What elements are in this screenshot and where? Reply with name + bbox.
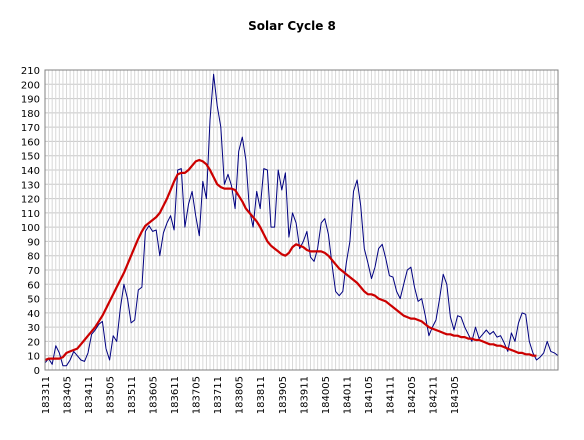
y-tick-label: 100 <box>21 223 40 234</box>
y-tick-label: 40 <box>27 309 40 320</box>
y-tick-label: 140 <box>21 166 40 177</box>
y-tick-label: 130 <box>21 180 40 191</box>
y-tick-label: 60 <box>27 280 40 291</box>
x-tick-label: 183511 <box>127 376 138 414</box>
y-tick-label: 30 <box>27 323 40 334</box>
y-tick-label: 90 <box>27 237 40 248</box>
y-tick-label: 200 <box>21 80 40 91</box>
y-tick-label: 0 <box>34 366 40 377</box>
x-tick-label: 184011 <box>342 376 353 414</box>
y-tick-label: 110 <box>21 209 40 220</box>
y-tick-label: 70 <box>27 266 40 277</box>
y-tick-label: 20 <box>27 337 40 348</box>
y-tick-label: 170 <box>21 123 40 134</box>
series-lines <box>44 73 559 367</box>
x-tick-label: 183405 <box>63 376 74 414</box>
x-tick-label: 183411 <box>84 376 95 414</box>
x-tick-label: 183705 <box>192 376 203 414</box>
x-tick-label: 184105 <box>364 376 375 414</box>
chart-title: Solar Cycle 8 <box>248 19 336 33</box>
x-tick-label: 184005 <box>321 376 332 414</box>
y-axis: 0 10 20 30 40 50 60 70 80 90 100 110 120 130 140 150 160… <box>21 66 40 377</box>
x-tick-label: 183905 <box>278 376 289 414</box>
plot-border <box>44 69 559 371</box>
x-tick-label: 183811 <box>256 376 267 414</box>
y-tick-label: 160 <box>21 137 40 148</box>
x-axis: 183311 183405 183411 183505 183511 183605 1836… <box>41 376 461 414</box>
x-tick-label: 184211 <box>428 376 439 414</box>
y-tick-label: 180 <box>21 109 40 120</box>
plot-area <box>45 70 558 370</box>
y-tick-label: 50 <box>27 295 40 306</box>
x-tick-label: 183911 <box>299 376 310 414</box>
y-tick-label: 10 <box>27 352 40 363</box>
x-tick-label: 183611 <box>170 376 181 414</box>
y-tick-label: 150 <box>21 152 40 163</box>
x-tick-label: 183311 <box>41 376 52 414</box>
x-tick-label: 184205 <box>407 376 418 414</box>
x-tick-label: 183505 <box>106 376 117 414</box>
y-tick-label: 120 <box>21 195 40 206</box>
x-tick-label: 184305 <box>450 376 461 414</box>
y-tick-label: 80 <box>27 252 40 263</box>
x-tick-label: 183711 <box>213 376 224 414</box>
y-tick-label: 190 <box>21 95 40 106</box>
x-tick-label: 183805 <box>235 376 246 414</box>
series-line-smoothed <box>44 158 537 362</box>
x-tick-label: 184111 <box>385 376 396 414</box>
x-tick-label: 183605 <box>149 376 160 414</box>
y-tick-label: 210 <box>21 66 40 77</box>
